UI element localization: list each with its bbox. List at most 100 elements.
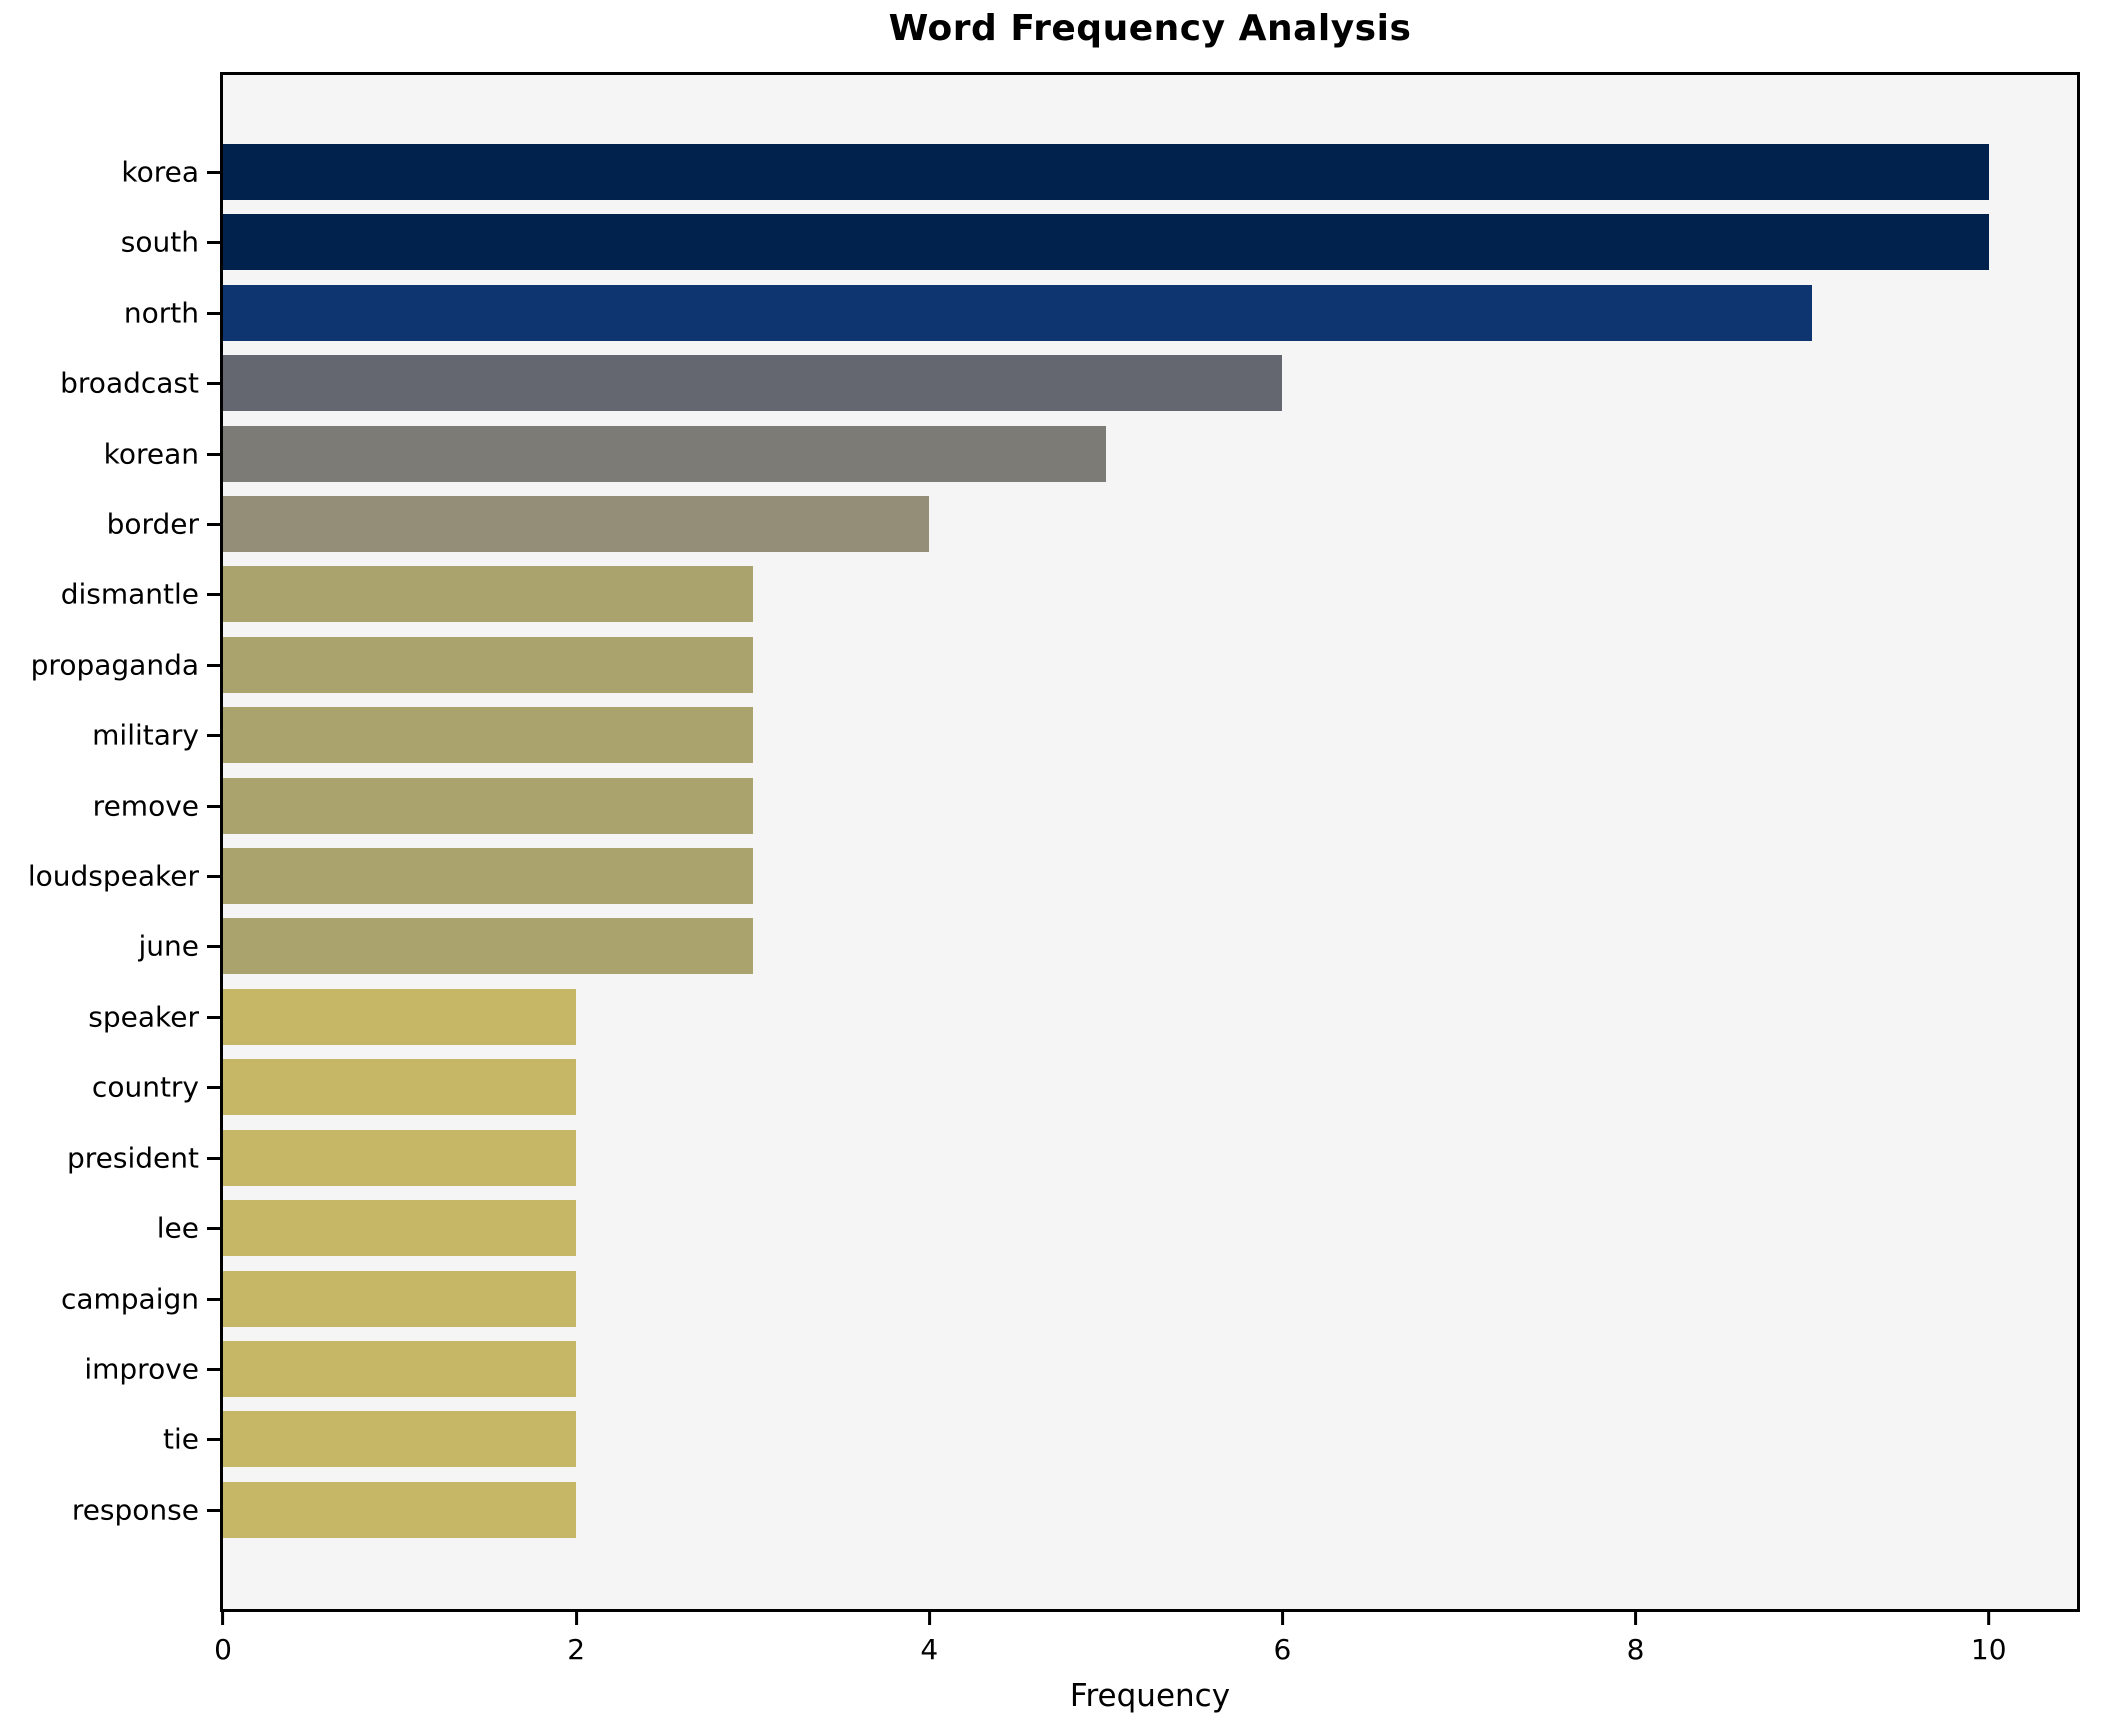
category-label: loudspeaker	[27, 859, 199, 893]
category-label: lee	[156, 1211, 199, 1245]
x-tick: 6	[1273, 1612, 1292, 1666]
bar	[223, 425, 1106, 482]
x-tick-mark	[574, 1612, 578, 1625]
y-tick-mark	[207, 382, 220, 386]
y-tick-mark	[207, 1438, 220, 1442]
y-tick-mark	[207, 1156, 220, 1160]
bar	[223, 848, 753, 905]
bar	[223, 566, 753, 623]
x-axis-ticks: 0 2 4 6 8 10	[214, 1612, 2077, 1672]
bar-row: loudspeaker	[28, 848, 2077, 905]
y-tick-mark	[207, 241, 220, 245]
category-label: tie	[163, 1422, 199, 1456]
bar	[223, 284, 1813, 341]
category-label: border	[106, 507, 199, 541]
bar-row: speaker	[88, 988, 2077, 1045]
bar	[223, 1481, 577, 1538]
y-tick-mark	[207, 171, 220, 174]
y-tick-mark	[207, 945, 220, 949]
y-tick-mark	[207, 875, 220, 879]
y-tick-mark	[207, 1086, 220, 1090]
x-tick-label: 10	[1970, 1633, 2007, 1666]
y-tick-mark	[207, 1015, 220, 1019]
bar	[223, 144, 1989, 200]
bar	[223, 496, 930, 553]
category-label: country	[91, 1070, 199, 1104]
y-tick-mark	[207, 734, 220, 738]
x-tick: 4	[920, 1612, 938, 1666]
bar-row: border	[107, 496, 2077, 553]
category-label: president	[67, 1141, 199, 1175]
bar-row: improve	[84, 1340, 2077, 1397]
x-tick: 8	[1626, 1612, 1645, 1666]
x-tick-label: 0	[214, 1633, 232, 1666]
bar	[223, 1200, 577, 1257]
x-tick-label: 8	[1626, 1633, 1645, 1666]
y-tick-mark	[207, 1367, 220, 1371]
bar-row: korean	[104, 425, 2077, 482]
bar-row: korea	[121, 144, 2077, 200]
x-tick: 2	[567, 1612, 585, 1666]
category-label: dismantle	[60, 577, 199, 611]
bar-row: tie	[163, 1411, 2077, 1468]
category-label: south	[120, 225, 199, 259]
bar-row: president	[67, 1129, 2077, 1186]
bar	[223, 1270, 577, 1327]
category-label: korean	[103, 437, 199, 471]
x-axis-label: Frequency	[1069, 1678, 1231, 1714]
category-label: broadcast	[60, 366, 199, 400]
bar-row: campaign	[61, 1270, 2077, 1327]
y-tick-mark	[207, 452, 220, 456]
x-tick-mark	[1280, 1612, 1284, 1625]
bar-row: dismantle	[61, 566, 2077, 623]
bar-row: broadcast	[60, 355, 2077, 412]
y-tick-mark	[207, 663, 220, 667]
y-tick-mark	[207, 523, 220, 527]
y-tick-mark	[207, 1227, 220, 1231]
bar-row: response	[72, 1481, 2077, 1538]
bar-row: military	[92, 707, 2077, 764]
category-label: speaker	[88, 1000, 199, 1034]
x-tick-mark	[927, 1612, 931, 1625]
bar	[223, 707, 753, 764]
x-tick-label: 2	[567, 1633, 586, 1666]
x-tick-label: 4	[920, 1633, 939, 1666]
category-label: north	[123, 296, 199, 330]
bar	[223, 1340, 577, 1397]
bar	[223, 1059, 577, 1116]
category-label: campaign	[60, 1282, 199, 1315]
bar-row: remove	[93, 777, 2077, 834]
bar	[223, 988, 577, 1045]
bar	[223, 1129, 577, 1186]
x-tick-label: 6	[1273, 1633, 1292, 1666]
bar-row: june	[139, 918, 2077, 975]
category-label: improve	[84, 1352, 199, 1386]
y-tick-mark	[207, 804, 220, 808]
plot-area: korea south north broadcast korean	[28, 72, 2080, 1612]
x-tick-mark	[221, 1612, 225, 1625]
y-tick-mark	[207, 311, 220, 315]
bars-rows: korea south north broadcast korean	[28, 144, 2077, 1538]
category-label: june	[138, 929, 200, 963]
bar	[223, 777, 753, 834]
bar	[223, 636, 753, 693]
y-tick-mark	[207, 593, 220, 597]
category-label: korea	[121, 155, 199, 189]
chart-title: Word Frequency Analysis	[888, 8, 1412, 49]
bar	[223, 214, 1989, 271]
category-label: propaganda	[30, 648, 199, 682]
category-label: remove	[92, 789, 199, 823]
x-tick-mark	[1987, 1612, 1991, 1625]
x-tick-mark	[1634, 1612, 1638, 1625]
category-label: response	[71, 1493, 199, 1527]
bar	[223, 355, 1283, 412]
bar	[223, 918, 753, 975]
y-tick-mark	[207, 1297, 220, 1301]
bar-row: propaganda	[31, 636, 2077, 693]
bar-row: country	[92, 1059, 2077, 1116]
y-tick-mark	[207, 1508, 220, 1512]
category-label: military	[92, 718, 199, 752]
x-tick: 10	[1971, 1612, 2007, 1666]
bar-row: lee	[157, 1200, 2077, 1257]
